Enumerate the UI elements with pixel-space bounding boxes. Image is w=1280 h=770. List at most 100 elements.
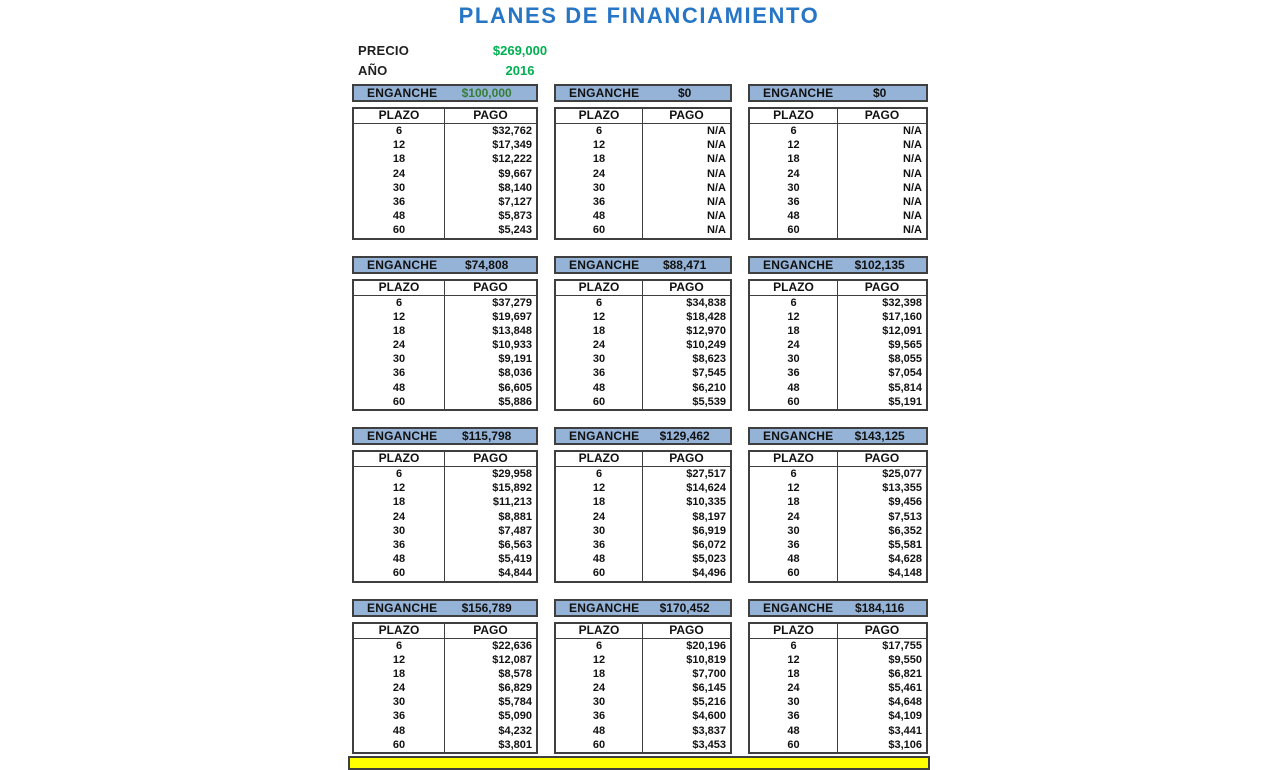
pago-value: $37,279 bbox=[492, 296, 532, 309]
payment-row: 36 $5,090 bbox=[354, 709, 536, 724]
pago-value: $3,453 bbox=[692, 738, 726, 751]
anio-row: AÑO 2016 bbox=[358, 60, 930, 80]
plan-table: ENGANCHE $143,125 PLAZO PAGO 6 $25,077 1… bbox=[748, 427, 928, 583]
pago-value: $5,216 bbox=[692, 696, 726, 709]
plazo-value: 30 bbox=[354, 352, 445, 367]
pago-value: $17,349 bbox=[492, 139, 532, 152]
precio-value: $269,000 bbox=[492, 42, 548, 58]
plazo-column-header: PLAZO bbox=[750, 109, 838, 123]
plazo-value: 30 bbox=[354, 180, 445, 195]
payment-row: 60 $4,844 bbox=[354, 566, 536, 581]
payment-row: 36 N/A bbox=[556, 194, 730, 210]
pago-value: $10,933 bbox=[492, 339, 532, 352]
payment-row: 24 $9,565 bbox=[750, 338, 926, 353]
plazo-value: 30 bbox=[750, 352, 838, 367]
plazo-value: 36 bbox=[750, 709, 838, 724]
enganche-label: ENGANCHE bbox=[763, 257, 834, 272]
payment-table: PLAZO PAGO 6 $32,762 12 $17,349 18 $12,2… bbox=[352, 107, 538, 240]
plazo-column-header: PLAZO bbox=[750, 280, 838, 295]
payment-table: PLAZO PAGO 6 $25,077 12 $13,355 18 $9,45… bbox=[748, 450, 928, 583]
pago-value: $12,222 bbox=[492, 153, 532, 166]
pago-value: $5,581 bbox=[888, 538, 922, 551]
payment-row: 6 $20,196 bbox=[556, 638, 730, 653]
enganche-header: ENGANCHE $100,000 bbox=[352, 84, 538, 102]
pago-value: $6,829 bbox=[498, 682, 532, 695]
enganche-value: $0 bbox=[872, 86, 887, 100]
plazo-value: 6 bbox=[750, 467, 838, 482]
plan-table: ENGANCHE $170,452 PLAZO PAGO 6 $20,196 1… bbox=[554, 598, 732, 754]
payment-table-header: PLAZO PAGO bbox=[556, 109, 730, 124]
payment-row: 18 $11,213 bbox=[354, 495, 536, 510]
pago-value: N/A bbox=[707, 195, 726, 208]
plan-table: ENGANCHE $115,798 PLAZO PAGO 6 $29,958 1… bbox=[352, 427, 538, 583]
enganche-value: $170,452 bbox=[659, 600, 710, 615]
plazo-value: 48 bbox=[556, 723, 643, 738]
enganche-value: $88,471 bbox=[662, 257, 707, 272]
pago-value: $8,055 bbox=[888, 353, 922, 366]
pago-value: $10,335 bbox=[686, 496, 726, 509]
payment-row: 6 $27,517 bbox=[556, 467, 730, 482]
payment-table-header: PLAZO PAGO bbox=[750, 279, 926, 296]
pago-value: N/A bbox=[903, 125, 922, 137]
enganche-value: $156,789 bbox=[461, 600, 512, 615]
plazo-value: 6 bbox=[556, 124, 643, 139]
payment-table-header: PLAZO PAGO bbox=[354, 623, 536, 639]
payment-row: 6 $32,762 bbox=[354, 124, 536, 139]
payment-row: 30 $4,648 bbox=[750, 695, 926, 710]
payment-row: 48 $3,837 bbox=[556, 723, 730, 738]
payment-row: 24 $8,881 bbox=[354, 509, 536, 524]
payment-table: PLAZO PAGO 6 $37,279 12 $19,697 18 $13,8… bbox=[352, 278, 538, 411]
pago-value: $6,210 bbox=[692, 381, 726, 394]
plazo-value: 36 bbox=[750, 366, 838, 381]
payment-row: 24 $6,145 bbox=[556, 681, 730, 696]
plazo-value: 36 bbox=[556, 709, 643, 724]
payment-row: 6 $29,958 bbox=[354, 467, 536, 482]
payment-row: 18 $7,700 bbox=[556, 666, 730, 682]
enganche-value: $184,116 bbox=[854, 600, 905, 615]
payment-row: 48 $5,023 bbox=[556, 552, 730, 567]
plan-table: ENGANCHE $156,789 PLAZO PAGO 6 $22,636 1… bbox=[352, 598, 538, 754]
payment-table: PLAZO PAGO 6 $34,838 12 $18,428 18 $12,9… bbox=[554, 278, 732, 411]
plazo-value: 36 bbox=[750, 537, 838, 553]
plazo-value: 6 bbox=[354, 467, 445, 482]
payment-row: 6 $32,398 bbox=[750, 295, 926, 310]
payment-row: 12 $12,087 bbox=[354, 652, 536, 667]
plazo-column-header: PLAZO bbox=[556, 280, 643, 295]
payment-row: 30 $6,352 bbox=[750, 523, 926, 538]
enganche-label: ENGANCHE bbox=[367, 600, 438, 615]
pago-value: $17,755 bbox=[882, 639, 922, 652]
enganche-value: $0 bbox=[677, 86, 692, 100]
plazo-value: 6 bbox=[750, 124, 838, 139]
payment-row: 6 $25,077 bbox=[750, 467, 926, 482]
payment-table: PLAZO PAGO 6 N/A 12 N/A 18 N/A 24 N/A 30… bbox=[554, 107, 732, 240]
pago-value: $5,539 bbox=[692, 395, 726, 408]
plazo-value: 30 bbox=[556, 180, 643, 195]
pago-value: $6,352 bbox=[888, 524, 922, 537]
pago-value: $4,232 bbox=[498, 724, 532, 737]
plazo-value: 18 bbox=[354, 666, 445, 682]
plan-table: ENGANCHE $0 PLAZO PAGO 6 N/A 12 N/A 18 N… bbox=[748, 84, 928, 240]
pago-value: $6,919 bbox=[692, 524, 726, 537]
payment-row: 24 $9,667 bbox=[354, 166, 536, 181]
payment-table-header: PLAZO PAGO bbox=[750, 452, 926, 467]
payment-row: 24 $10,249 bbox=[556, 338, 730, 353]
payment-row: 12 $9,550 bbox=[750, 652, 926, 667]
payment-table: PLAZO PAGO 6 $17,755 12 $9,550 18 $6,821… bbox=[748, 621, 928, 754]
pago-value: $8,881 bbox=[498, 510, 532, 523]
pago-column-header: PAGO bbox=[864, 279, 900, 294]
payment-row: 48 $5,419 bbox=[354, 552, 536, 567]
enganche-label: ENGANCHE bbox=[367, 257, 438, 272]
enganche-header: ENGANCHE $115,798 bbox=[352, 427, 538, 445]
pago-value: N/A bbox=[903, 139, 922, 152]
plan-table: ENGANCHE $74,808 PLAZO PAGO 6 $37,279 12… bbox=[352, 255, 538, 411]
pago-value: N/A bbox=[707, 139, 726, 152]
payment-row: 60 $5,243 bbox=[354, 223, 536, 238]
plazo-value: 30 bbox=[354, 695, 445, 710]
plan-table: ENGANCHE $88,471 PLAZO PAGO 6 $34,838 12… bbox=[554, 255, 732, 411]
plazo-value: 48 bbox=[556, 552, 643, 567]
pago-value: $3,106 bbox=[888, 738, 922, 751]
payment-row: 18 N/A bbox=[750, 152, 926, 167]
payment-row: 48 $3,441 bbox=[750, 723, 926, 738]
payment-row: 12 $18,428 bbox=[556, 309, 730, 324]
pago-value: $22,636 bbox=[492, 639, 532, 652]
